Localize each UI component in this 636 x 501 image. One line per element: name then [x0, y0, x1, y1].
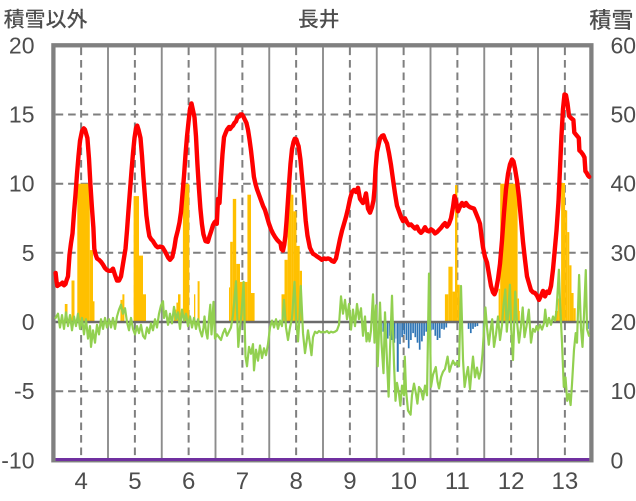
svg-text:50: 50	[611, 102, 636, 128]
svg-text:8: 8	[289, 468, 302, 495]
svg-text:60: 60	[611, 32, 636, 58]
svg-text:30: 30	[611, 240, 636, 266]
svg-text:10: 10	[390, 468, 417, 495]
svg-text:40: 40	[611, 171, 636, 197]
svg-text:10: 10	[611, 378, 636, 404]
svg-text:10: 10	[9, 171, 35, 197]
svg-text:9: 9	[343, 468, 356, 495]
svg-text:5: 5	[128, 468, 141, 495]
svg-text:11: 11	[445, 468, 470, 495]
svg-text:0: 0	[611, 447, 624, 473]
svg-text:-5: -5	[14, 378, 34, 404]
svg-text:6: 6	[182, 468, 195, 495]
svg-text:12: 12	[498, 468, 525, 495]
svg-text:13: 13	[552, 468, 579, 495]
svg-text:0: 0	[22, 309, 35, 335]
svg-text:5: 5	[22, 240, 35, 266]
svg-text:20: 20	[611, 309, 636, 335]
svg-text:20: 20	[9, 32, 35, 58]
svg-text:7: 7	[236, 468, 249, 495]
svg-text:-10: -10	[1, 447, 34, 473]
svg-text:4: 4	[74, 468, 87, 495]
svg-text:15: 15	[9, 102, 35, 128]
